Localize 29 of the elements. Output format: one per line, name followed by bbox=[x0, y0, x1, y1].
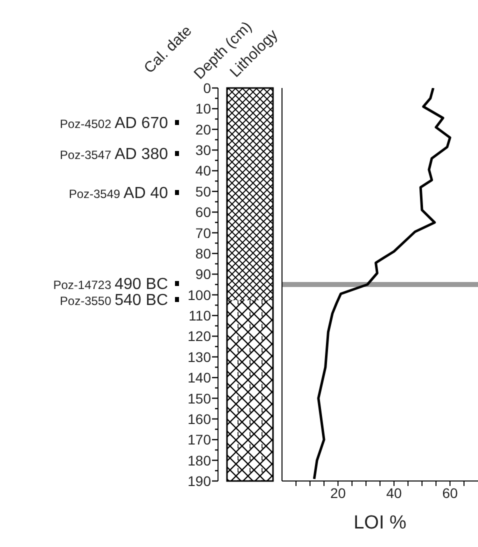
y-tick-label: 40 bbox=[195, 162, 212, 179]
text: Poz-3550 540 BC bbox=[60, 292, 168, 309]
x-tick-label: 60 bbox=[442, 484, 458, 501]
y-tick-label: 10 bbox=[195, 100, 212, 117]
x-tick-label: 20 bbox=[330, 484, 346, 501]
text: Poz-3547 AD 380 bbox=[60, 146, 168, 163]
y-tick-label: 130 bbox=[188, 348, 212, 365]
text: Poz-4502 AD 670 bbox=[60, 115, 168, 132]
x-axis-title: LOI % bbox=[354, 512, 406, 534]
y-tick-label: 180 bbox=[188, 452, 212, 468]
y-tick-label: 110 bbox=[188, 308, 212, 324]
y-tick-label: 170 bbox=[188, 432, 212, 448]
y-tick-label: 60 bbox=[195, 204, 212, 220]
y-tick-label: 70 bbox=[195, 224, 212, 241]
text: Poz-14723 490 BC bbox=[53, 276, 168, 293]
y-tick-label: 50 bbox=[195, 183, 212, 200]
y-tick-label: 100 bbox=[188, 286, 212, 303]
text: Poz-3549 AD 40 bbox=[68, 185, 168, 202]
y-tick-label: 140 bbox=[188, 370, 212, 386]
y-tick-label: 80 bbox=[195, 245, 212, 262]
y-tick-label: 90 bbox=[195, 266, 212, 282]
y-tick-label: 30 bbox=[195, 142, 212, 158]
y-tick-label: 190 bbox=[188, 473, 212, 489]
y-tick-label: 20 bbox=[195, 121, 212, 138]
y-tick-label: 0 bbox=[203, 80, 212, 96]
y-tick-label: 120 bbox=[188, 328, 212, 344]
x-tick-label: 40 bbox=[386, 484, 402, 501]
y-tick-label: 160 bbox=[188, 410, 212, 427]
y-tick-label: 150 bbox=[188, 390, 212, 406]
